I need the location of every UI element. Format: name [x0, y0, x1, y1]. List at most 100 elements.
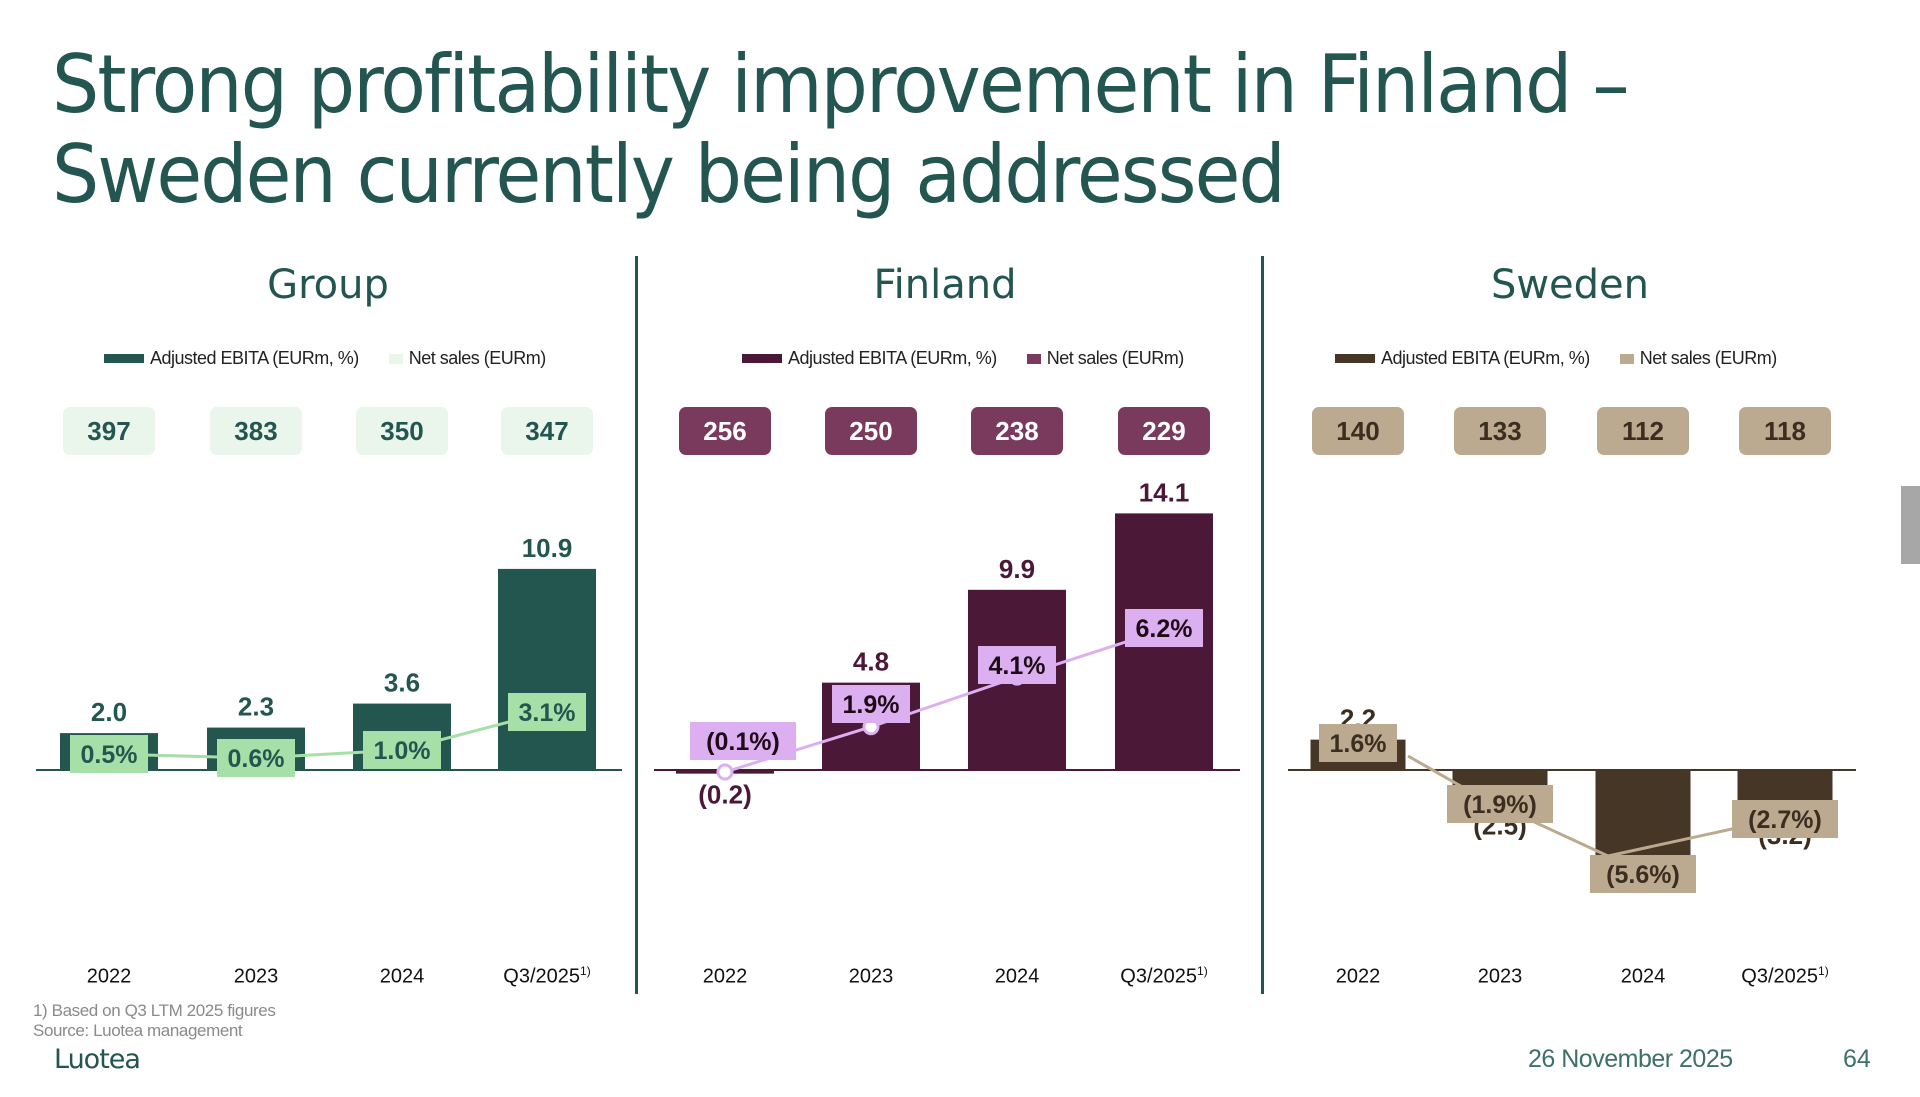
finland-margin-label-box [1125, 609, 1203, 647]
finland-margin-label-box [690, 722, 796, 760]
x-tick-footnote-mark: 1) [580, 964, 591, 978]
sweden-margin-label-box [1732, 800, 1838, 838]
sweden-margin-label: (5.6%) [1606, 861, 1680, 889]
x-tick-footnote-mark: 1) [1197, 964, 1208, 978]
panel-divider-2 [1261, 256, 1264, 994]
x-tick-text: 2023 [233, 965, 279, 988]
scrollbar-handle[interactable] [1901, 486, 1920, 564]
x-tick-text: Q3/2025 [1741, 965, 1819, 988]
legend-label-ebita: Adjusted EBITA (EURm, %) [788, 348, 997, 368]
group-net-sales-box: 397 [63, 407, 155, 455]
group-panel-title: Group [267, 262, 389, 308]
finland-margin-label: 4.1% [989, 652, 1046, 680]
finland-x-tick-label: 2024 [957, 964, 1077, 989]
finland-net-sales-box: 238 [971, 407, 1063, 455]
sweden-net-sales-box: 140 [1312, 407, 1404, 455]
group-ebita-value-label: 2.3 [238, 692, 274, 722]
x-tick-text: 2024 [379, 965, 425, 988]
group-margin-label-box [217, 739, 295, 777]
finland-margin-label-box [978, 646, 1056, 684]
sweden-margin-label-box [1590, 855, 1696, 893]
finland-ebita-value-label: 4.8 [853, 647, 889, 677]
sweden-x-tick-label: 2024 [1583, 964, 1703, 989]
x-tick-footnote-mark: 1) [1818, 964, 1829, 978]
x-tick-text: 2023 [1477, 965, 1523, 988]
group-margin-label: 0.6% [228, 745, 285, 773]
group-x-tick-label: Q3/20251) [487, 964, 607, 989]
slide-title: Strong profitability improvement in Finl… [52, 40, 1630, 221]
legend-label-net-sales: Net sales (EURm) [1639, 348, 1778, 368]
group-margin-label-box [363, 731, 441, 769]
sweden-panel-title: Sweden [1490, 262, 1650, 308]
legend-swatch-ebita [742, 354, 782, 363]
legend-swatch-net-sales [388, 353, 403, 364]
group-x-tick-label: 2023 [196, 964, 316, 989]
sweden-net-sales-box: 133 [1454, 407, 1546, 455]
slide-title-line-2: Sweden currently being addressed [52, 128, 1286, 221]
legend-label-ebita: Adjusted EBITA (EURm, %) [1381, 348, 1590, 368]
legend-swatch-ebita [1335, 354, 1375, 363]
group-margin-label: 3.1% [519, 699, 576, 727]
x-tick-text: Q3/2025 [503, 965, 581, 988]
finland-margin-label: 6.2% [1136, 615, 1193, 643]
group-net-sales-box: 383 [210, 407, 302, 455]
finland-ebita-value-label: (0.2) [698, 780, 751, 810]
group-net-sales-box: 347 [501, 407, 593, 455]
luotea-logo: Luotea [54, 1044, 141, 1075]
sweden-margin-line [1407, 754, 1756, 858]
x-tick-text: 2022 [702, 965, 748, 988]
sweden-margin-label-box [1447, 785, 1553, 823]
sweden-margin-label-box [1319, 724, 1397, 762]
x-tick-text: 2024 [1620, 965, 1666, 988]
group-margin-label-box [70, 735, 148, 773]
finland-net-sales-box: 229 [1118, 407, 1210, 455]
legend-label-ebita: Adjusted EBITA (EURm, %) [150, 348, 359, 368]
group-ebita-value-label: 10.9 [522, 533, 573, 563]
finland-x-tick-label: 2022 [665, 964, 785, 989]
legend-swatch-net-sales [1619, 353, 1634, 364]
page-number: 64 [1843, 1045, 1871, 1073]
group-margin-line [108, 710, 548, 760]
finland-margin-point [716, 763, 734, 781]
sweden-x-tick-label: 2022 [1298, 964, 1418, 989]
panel-divider-1 [635, 256, 638, 994]
sweden-x-tick-label: 2023 [1440, 964, 1560, 989]
finland-ebita-value-label: 9.9 [999, 554, 1035, 584]
finland-panel-title: Finland [873, 262, 1017, 308]
sweden-margin-label: (1.9%) [1463, 791, 1537, 819]
group-legend: Adjusted EBITA (EURm, %) Net sales (EURm) [104, 348, 546, 369]
finland-ebita-value-label: 14.1 [1139, 477, 1190, 507]
finland-x-tick-label: 2023 [811, 964, 931, 989]
finland-legend: Adjusted EBITA (EURm, %) Net sales (EURm) [742, 348, 1184, 369]
finland-margin-label-box [832, 685, 910, 723]
finland-margin-label: 1.9% [843, 691, 900, 719]
footnote: 1) Based on Q3 LTM 2025 figures [33, 1001, 276, 1020]
legend-swatch-ebita [104, 354, 144, 363]
x-tick-text: 2023 [848, 965, 894, 988]
sweden-margin-label: 1.6% [1330, 730, 1387, 758]
sweden-ebita-bar [1595, 770, 1691, 857]
finland-margin-line [724, 628, 1165, 774]
finland-margin-label: (0.1%) [706, 728, 780, 756]
sweden-x-tick-label: Q3/20251) [1725, 964, 1845, 989]
legend-swatch-net-sales [1026, 353, 1041, 364]
source-note: Source: Luotea management [33, 1021, 243, 1040]
group-ebita-bar [498, 568, 596, 770]
x-tick-text: 2022 [1335, 965, 1381, 988]
legend-label-net-sales: Net sales (EURm) [408, 348, 547, 368]
sweden-legend: Adjusted EBITA (EURm, %) Net sales (EURm) [1335, 348, 1777, 369]
sweden-net-sales-box: 118 [1739, 407, 1831, 455]
group-margin-label-box [508, 693, 586, 731]
slide-date: 26 November 2025 [1528, 1045, 1733, 1073]
sweden-margin-label: (2.7%) [1748, 806, 1822, 834]
sweden-net-sales-box: 112 [1597, 407, 1689, 455]
group-x-tick-label: 2022 [49, 964, 169, 989]
finland-x-tick-label: Q3/20251) [1104, 964, 1224, 989]
finland-net-sales-box: 250 [825, 407, 917, 455]
x-tick-text: 2022 [86, 965, 132, 988]
group-x-tick-label: 2024 [342, 964, 462, 989]
group-margin-label: 1.0% [374, 737, 431, 765]
group-ebita-value-label: 2.0 [91, 697, 127, 727]
group-ebita-value-label: 3.6 [384, 668, 420, 698]
